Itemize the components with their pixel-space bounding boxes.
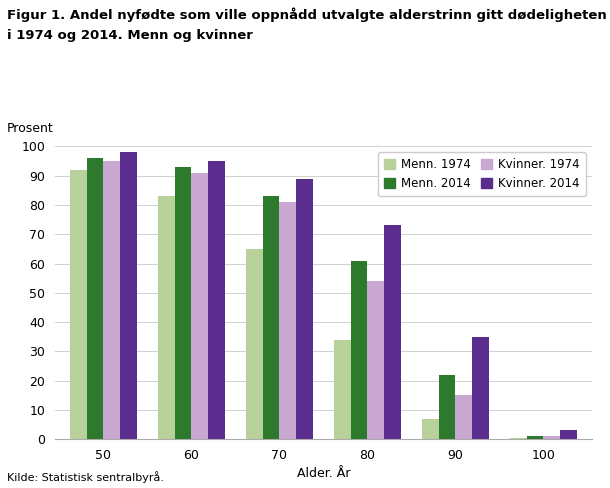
Bar (560, 430, 576, 439)
Text: Figur 1. Andel nyfødte som ville oppnådd utvalgte alderstrinn gitt dødeligheten: Figur 1. Andel nyfødte som ville oppnådd… (7, 7, 607, 22)
Bar (279, 202, 296, 439)
Bar (87, 158, 103, 439)
Bar (422, 419, 439, 439)
Bar (510, 438, 526, 439)
Bar (455, 395, 472, 439)
X-axis label: Alder. År: Alder. År (296, 468, 350, 481)
Bar (351, 261, 367, 439)
Text: Kilde: Statistisk sentralbyrå.: Kilde: Statistisk sentralbyrå. (7, 471, 164, 483)
Bar (384, 225, 401, 439)
Text: i 1974 og 2014. Menn og kvinner: i 1974 og 2014. Menn og kvinner (7, 29, 253, 42)
Legend: Menn. 1974, Menn. 2014, Kvinner. 1974, Kvinner. 2014: Menn. 1974, Menn. 2014, Kvinner. 1974, K… (378, 152, 586, 196)
Bar (367, 281, 384, 439)
Bar (526, 436, 544, 439)
Bar (158, 196, 174, 439)
Bar (544, 436, 560, 439)
Text: Prosent: Prosent (7, 122, 53, 135)
Bar (103, 161, 120, 439)
Bar (70, 170, 87, 439)
Bar (192, 173, 208, 439)
Bar (262, 196, 279, 439)
Bar (246, 249, 262, 439)
Bar (334, 340, 351, 439)
Bar (174, 167, 192, 439)
Bar (120, 152, 137, 439)
Bar (208, 161, 224, 439)
Bar (439, 375, 455, 439)
Bar (472, 337, 489, 439)
Bar (296, 179, 313, 439)
